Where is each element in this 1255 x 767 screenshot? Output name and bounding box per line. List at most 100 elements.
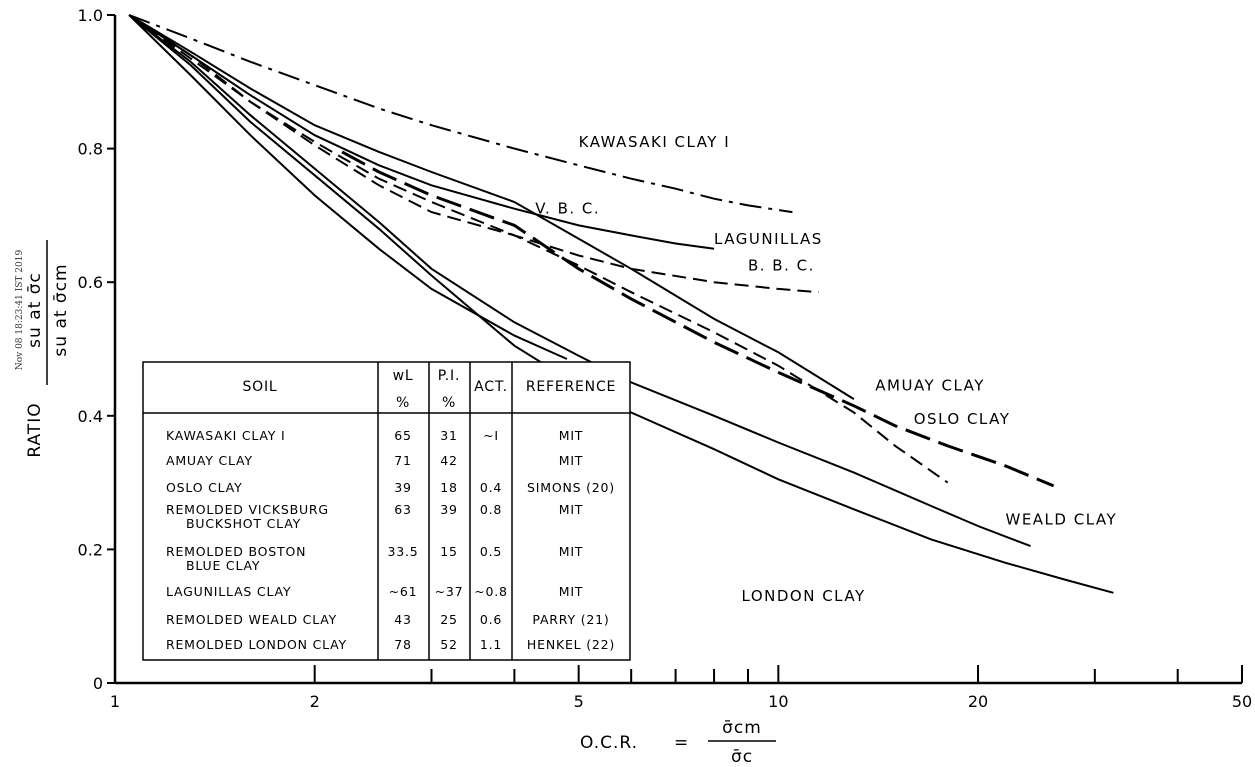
label-oslo-clay: OSLO CLAY <box>914 410 1011 428</box>
table-row: REMOLDED LONDON CLAY 78 52 1.1 HENKEL (22) <box>166 637 615 652</box>
table-cell-soil: REMOLDED LONDON CLAY <box>166 637 347 652</box>
table-cell-wl: 39 <box>394 480 412 495</box>
label-london-clay: LONDON CLAY <box>742 587 866 605</box>
table-cell-act: ~I <box>483 428 499 443</box>
x-axis-label: O.C.R. = σ̄cm σ̄c <box>580 718 776 767</box>
table-cell-wl: 65 <box>394 428 412 443</box>
table-cell-soil: BLUE CLAY <box>186 558 260 573</box>
table-rows: KAWASAKI CLAY I 65 31 ~I MIT AMUAY CLAY 71 42 MI… <box>166 428 615 652</box>
table-cell-wl: 43 <box>394 612 412 627</box>
y-tick-label: 0 <box>93 674 103 693</box>
table-header-soil: SOIL <box>242 379 277 395</box>
label-b-b-c: B. B. C. <box>748 257 815 275</box>
x-axis-denominator: σ̄c <box>731 747 753 767</box>
label-v-b-c: V. B. C. <box>535 200 600 218</box>
table-cell-reference: MIT <box>559 453 584 468</box>
table-row: AMUAY CLAY 71 42 MIT <box>166 453 584 468</box>
table-row: REMOLDED WEALD CLAY 43 25 0.6 PARRY (21) <box>166 612 609 627</box>
table-cell-reference: HENKEL (22) <box>527 637 615 652</box>
table-cell-pi: 18 <box>440 480 458 495</box>
table-cell-act: 1.1 <box>480 637 502 652</box>
table-cell-act: 0.6 <box>480 612 502 627</box>
table-cell-soil: OSLO CLAY <box>166 480 243 495</box>
curve-kawasaki-clay-i <box>128 14 793 214</box>
x-axis-numerator: σ̄cm <box>722 718 762 738</box>
axes: 00.20.40.60.81.01 2 5 10 20 50 <box>78 6 1253 711</box>
x-tick-label: 10 <box>768 692 788 711</box>
table-cell-soil: REMOLDED VICKSBURG <box>166 502 329 517</box>
curve-amuay-clay <box>128 14 949 484</box>
label-kawasaki-clay-i: KAWASAKI CLAY I <box>579 133 731 151</box>
table-cell-soil: AMUAY CLAY <box>166 453 253 468</box>
table-cell-wl: 63 <box>394 502 412 517</box>
table-cell-pi: 52 <box>440 637 458 652</box>
curve-lagunillas <box>128 14 715 250</box>
table-cell-wl: 78 <box>394 637 412 652</box>
curve-labels: KAWASAKI CLAY I V. B. C. LAGUNILLAS B. B. C… <box>535 133 1117 605</box>
table-header-wl: wL <box>393 368 414 384</box>
table-cell-reference: PARRY (21) <box>532 612 609 627</box>
curve-oslo-clay <box>341 150 1055 488</box>
table-cell-reference: MIT <box>559 428 584 443</box>
table-cell-soil: LAGUNILLAS CLAY <box>166 584 291 599</box>
y-tick-label: 0.6 <box>78 273 103 292</box>
table-row: OSLO CLAY 39 18 0.4 SIMONS (20) <box>166 480 615 495</box>
table-cell-pi: 15 <box>440 544 458 559</box>
x-tick-label: 50 <box>1232 692 1252 711</box>
table-cell-pi: 31 <box>440 428 458 443</box>
curve-b-b-c <box>128 14 819 294</box>
label-amuay-clay: AMUAY CLAY <box>875 377 985 395</box>
table-header-pi: P.I. <box>438 368 461 384</box>
y-axis-label: RATIO su at σ̄c su at σ̄cm Nov 08 18:23:… <box>15 240 71 458</box>
y-tick-label: 0.8 <box>78 140 103 159</box>
curve-weald-clay <box>128 14 1031 548</box>
table-cell-pi: 39 <box>440 502 458 517</box>
table-cell-act: ~0.8 <box>474 584 508 599</box>
y-tick-label: 1.0 <box>78 6 103 25</box>
y-tick-label: 0.2 <box>78 540 103 559</box>
table-cell-act: 0.5 <box>480 544 502 559</box>
y-axis-ratio-denominator: su at σ̄cm <box>51 263 71 356</box>
y-axis-title: RATIO <box>25 402 45 457</box>
x-axis-equals: = <box>674 733 689 753</box>
table-cell-act: 0.4 <box>480 480 502 495</box>
curve-unlabeled <box>128 14 568 360</box>
x-tick-label: 2 <box>310 692 320 711</box>
table-header-wl-unit: % <box>396 395 410 411</box>
soil-properties-table: SOIL wL % P.I. % ACT. REFERENCE KAWASAKI… <box>142 361 631 661</box>
table-cell-wl: 71 <box>394 453 412 468</box>
table-cell-soil: KAWASAKI CLAY I <box>166 428 286 443</box>
table-header-reference: REFERENCE <box>526 379 616 395</box>
y-axis-ratio-numerator: su at σ̄c <box>25 272 45 348</box>
table-cell-wl: ~61 <box>389 584 418 599</box>
table-cell-reference: SIMONS (20) <box>527 480 615 495</box>
date-stamp: Nov 08 18:23:41 IST 2019 <box>15 250 25 371</box>
x-tick-label: 1 <box>110 692 120 711</box>
table-frame <box>142 361 631 661</box>
table-row: LAGUNILLAS CLAY ~61 ~37 ~0.8 MIT <box>166 584 584 599</box>
table-cell-act: 0.8 <box>480 502 502 517</box>
table-cell-soil: BUCKSHOT CLAY <box>186 516 301 531</box>
table-cell-soil: REMOLDED BOSTON <box>166 544 306 559</box>
table-cell-pi: ~37 <box>435 584 464 599</box>
label-weald-clay: WEALD CLAY <box>1005 510 1117 528</box>
table-cell-reference: MIT <box>559 502 584 517</box>
table-header-act: ACT. <box>474 379 508 395</box>
y-tick-label: 0.4 <box>78 407 103 426</box>
x-axis-title: O.C.R. <box>580 733 638 753</box>
table-cell-soil: REMOLDED WEALD CLAY <box>166 612 337 627</box>
table-cell-reference: MIT <box>559 544 584 559</box>
table-header-pi-unit: % <box>442 395 456 411</box>
table-cell-pi: 42 <box>440 453 458 468</box>
table-cell-reference: MIT <box>559 584 584 599</box>
table-cell-pi: 25 <box>440 612 458 627</box>
x-tick-label: 20 <box>968 692 988 711</box>
table-row: KAWASAKI CLAY I 65 31 ~I MIT <box>166 428 584 443</box>
table-cell-wl: 33.5 <box>387 544 418 559</box>
x-tick-label: 5 <box>574 692 584 711</box>
label-lagunillas: LAGUNILLAS <box>714 230 823 248</box>
curve-v-b-c <box>128 14 855 400</box>
